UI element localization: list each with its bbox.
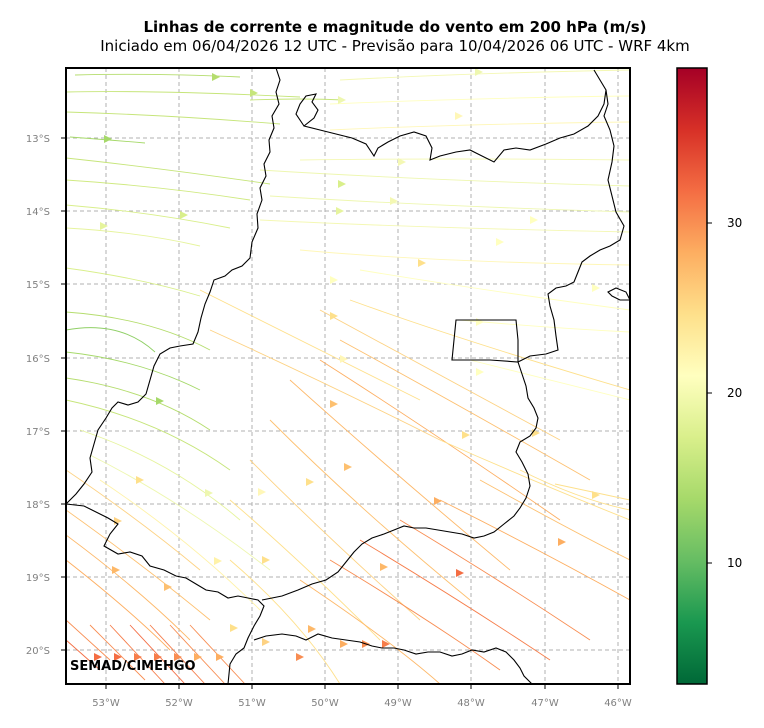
lon-label: 50°W bbox=[311, 698, 339, 709]
colorbar-ticks bbox=[707, 222, 712, 564]
colorbar bbox=[676, 67, 708, 685]
colorbar-tick-label: 20 bbox=[727, 386, 743, 400]
colorbar-tick-label: 30 bbox=[727, 216, 743, 230]
colorbar-tick-label: 10 bbox=[727, 556, 743, 570]
lon-label: 48°W bbox=[457, 698, 485, 709]
credit-label: SEMAD/CIMEHGO bbox=[70, 659, 196, 674]
lat-label: 14°S bbox=[26, 207, 50, 218]
y-tick-marks bbox=[61, 137, 66, 651]
lat-label: 15°S bbox=[26, 280, 50, 291]
lat-label: 17°S bbox=[26, 427, 50, 438]
x-tick-marks bbox=[105, 684, 619, 689]
map-title: Linhas de corrente e magnitude do vento … bbox=[143, 18, 647, 36]
lon-label: 53°W bbox=[92, 698, 120, 709]
state-boundaries bbox=[66, 68, 630, 684]
lon-label: 49°W bbox=[384, 698, 412, 709]
lat-label: 18°S bbox=[26, 500, 50, 511]
lat-label: 16°S bbox=[26, 354, 50, 365]
lon-label: 51°W bbox=[238, 698, 266, 709]
lat-label: 19°S bbox=[26, 573, 50, 584]
lon-label: 47°W bbox=[531, 698, 559, 709]
map-subtitle: Iniciado em 06/04/2026 12 UTC - Previsão… bbox=[100, 37, 690, 55]
plot-frame bbox=[65, 67, 631, 685]
lon-label: 46°W bbox=[604, 698, 632, 709]
lat-label: 13°S bbox=[26, 134, 50, 145]
streamline-arrows bbox=[94, 68, 600, 661]
lon-label: 52°W bbox=[165, 698, 193, 709]
lat-label: 20°S bbox=[26, 646, 50, 657]
